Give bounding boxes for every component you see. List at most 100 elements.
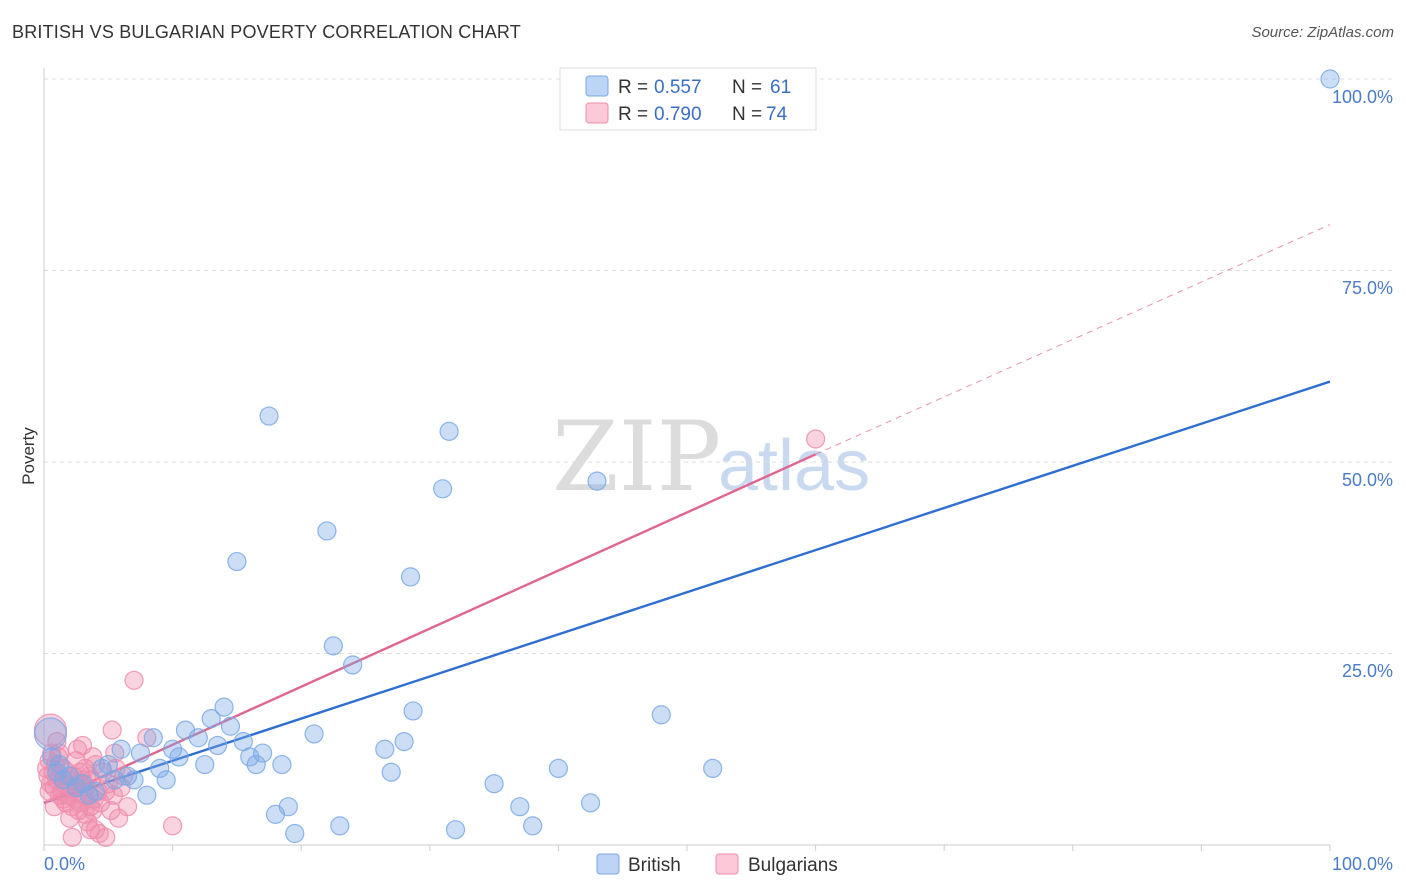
y-tick-label-75: 75.0% — [1342, 278, 1393, 298]
legend-swatch-bulgarians — [585, 102, 609, 124]
bulgarians-point-38 — [85, 820, 106, 840]
watermark-atlas: atlas — [718, 426, 870, 506]
british-point-39 — [285, 823, 305, 844]
british-point-51 — [439, 421, 459, 441]
british-point-52 — [445, 820, 466, 840]
legend-n-label-british: N = — [732, 77, 762, 98]
british-point-42 — [323, 636, 343, 656]
british-point-35 — [259, 406, 279, 426]
legend-r-value-bulgarians: 0.790 — [654, 104, 702, 125]
british-point-50 — [433, 479, 453, 499]
british-trend-line — [43, 380, 1331, 805]
british-point-16 — [130, 743, 151, 763]
bulgarians-point-52 — [124, 670, 144, 690]
source-label: Source: ZipAtlas.com — [1251, 24, 1394, 41]
british-point-57 — [580, 793, 601, 813]
legend-r-label-british: R = — [618, 77, 648, 98]
british-point-29 — [220, 716, 241, 736]
british-point-27 — [208, 735, 228, 756]
y-tick-label-25: 25.0% — [1342, 661, 1393, 681]
british-point-17 — [137, 785, 157, 805]
british-point-13 — [111, 739, 131, 759]
british-point-25 — [195, 754, 215, 775]
bulgarians-trend-extension — [815, 224, 1331, 455]
british-point-34 — [253, 743, 273, 763]
british-point-24 — [188, 728, 208, 748]
british-point-38 — [278, 797, 298, 817]
british-point-37 — [272, 754, 292, 775]
british-point-28 — [214, 697, 234, 717]
bulgarians-point-63 — [44, 797, 64, 817]
bulgarians-point-73 — [805, 429, 826, 449]
british-point-9 — [85, 781, 106, 801]
legend-swatch-british — [585, 75, 609, 97]
bulgarians-point-32 — [78, 812, 98, 832]
bulgarians-point-60 — [80, 820, 100, 840]
legend-n-label-bulgarians: N = — [732, 104, 762, 125]
grid — [44, 78, 1395, 654]
british-point-54 — [510, 797, 530, 817]
trend-lines — [43, 224, 1331, 805]
bulgarians-point-51 — [117, 797, 138, 817]
british-points — [33, 69, 1340, 844]
y-tick-label-50: 50.0% — [1342, 470, 1393, 490]
british-point-56 — [548, 758, 569, 779]
legend-n-value-british: 61 — [770, 77, 791, 98]
bulgarians-point-61 — [62, 827, 82, 847]
british-point-33 — [246, 754, 266, 775]
british-point-55 — [523, 816, 543, 836]
british-point-41 — [317, 521, 337, 541]
british-point-18 — [143, 728, 163, 748]
british-point-19 — [150, 758, 170, 779]
legend: R = 0.557 N = 61 R = 0.790 N = 74 — [559, 67, 817, 131]
x-tick-label-100: 100.0% — [1332, 854, 1393, 874]
british-point-32 — [240, 747, 260, 767]
bottom-legend-label-british: British — [628, 855, 681, 876]
british-point-40 — [304, 724, 324, 744]
bottom-legend: British Bulgarians — [596, 853, 838, 876]
bottom-legend-swatch-bulgarians — [715, 853, 739, 875]
legend-r-label-bulgarians: R = — [618, 104, 648, 125]
british-point-45 — [375, 739, 395, 759]
british-point-58 — [587, 471, 607, 491]
british-point-60 — [703, 758, 723, 779]
bulgarians-point-64 — [60, 808, 80, 828]
bulgarians-point-54 — [163, 816, 183, 836]
british-point-2 — [47, 762, 67, 782]
chart-title: BRITISH VS BULGARIAN POVERTY CORRELATION… — [12, 22, 521, 42]
bulgarians-point-70 — [39, 781, 59, 801]
british-point-0 — [33, 717, 68, 751]
y-tick-label-100: 100.0% — [1332, 87, 1393, 107]
british-point-30 — [227, 551, 247, 572]
british-point-53 — [484, 774, 504, 794]
y-axis-label: Poverty — [19, 427, 38, 485]
legend-r-value-british: 0.557 — [654, 77, 702, 98]
british-point-20 — [156, 770, 176, 790]
bottom-legend-swatch-british — [596, 853, 620, 875]
british-point-43 — [330, 816, 350, 836]
bottom-legend-label-bulgarians: Bulgarians — [748, 855, 838, 876]
british-point-47 — [394, 731, 414, 752]
bulgarians-point-56 — [67, 739, 88, 759]
british-point-44 — [343, 655, 363, 675]
british-point-48 — [400, 567, 421, 587]
british-point-46 — [381, 762, 401, 782]
british-point-59 — [651, 705, 671, 725]
legend-n-value-bulgarians: 74 — [766, 104, 788, 125]
british-point-15 — [124, 770, 144, 790]
bulgarians-trend-line — [43, 453, 817, 804]
watermark-zip: ZIP — [552, 401, 721, 513]
british-point-61 — [1320, 69, 1340, 89]
bulgarians-point-55 — [75, 758, 95, 779]
british-point-22 — [169, 747, 189, 767]
x-tick-label-0: 0.0% — [44, 854, 85, 874]
british-point-12 — [105, 770, 125, 790]
british-point-49 — [403, 701, 423, 721]
british-point-26 — [201, 709, 221, 729]
british-point-1 — [42, 747, 62, 767]
bulgarians-point-50 — [102, 720, 122, 740]
bulgarians-point-72 — [83, 800, 103, 821]
bulgarians-point-71 — [70, 762, 90, 782]
british-point-21 — [163, 739, 183, 759]
